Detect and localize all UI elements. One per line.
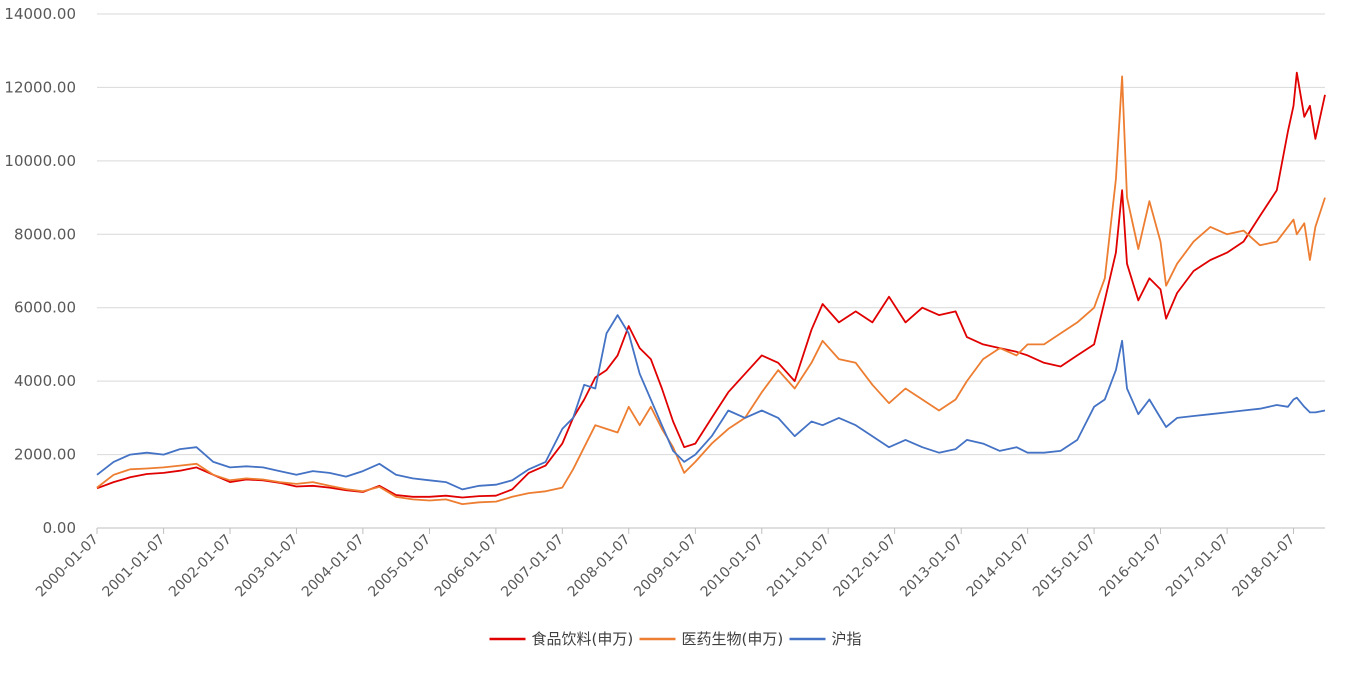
y-axis: 0.00 2000.00 4000.00 6000.00 8000.00 10000.00…	[4, 5, 76, 537]
legend-label: 医药生物(申万)	[682, 630, 784, 648]
x-tick-label: 2008-01-07	[565, 532, 634, 601]
x-tick-label: 2014-01-07	[964, 532, 1033, 601]
x-tick-label: 2011-01-07	[764, 532, 833, 601]
x-tick-label: 2006-01-07	[432, 532, 501, 601]
x-tick-label: 2013-01-07	[897, 532, 966, 601]
y-tick-label: 6000.00	[14, 299, 76, 317]
x-tick-label: 2016-01-07	[1096, 532, 1165, 601]
y-tick-label: 4000.00	[14, 372, 76, 390]
legend: 食品饮料(申万) 医药生物(申万) 沪指	[489, 630, 862, 648]
y-tick-label: 14000.00	[4, 5, 76, 23]
y-tick-label: 0.00	[43, 519, 76, 537]
y-tick-label: 10000.00	[4, 152, 76, 170]
x-tick-label: 2017-01-07	[1163, 532, 1232, 601]
x-tick-label: 2010-01-07	[698, 532, 767, 601]
legend-label: 食品饮料(申万)	[532, 630, 634, 648]
x-axis: 2000-01-072001-01-072002-01-072003-01-07…	[33, 527, 1325, 601]
x-tick-label: 2000-01-07	[33, 532, 102, 601]
x-tick-label: 2002-01-07	[166, 532, 235, 601]
series-line-2	[96, 314, 1326, 491]
gridlines	[97, 13, 1325, 456]
x-tick-label: 2009-01-07	[631, 532, 700, 601]
x-tick-label: 2007-01-07	[498, 532, 567, 601]
legend-label: 沪指	[832, 630, 862, 648]
y-tick-label: 12000.00	[4, 78, 76, 96]
series-line-0	[96, 71, 1326, 499]
y-tick-label: 8000.00	[14, 225, 76, 243]
x-tick-label: 2004-01-07	[299, 532, 368, 601]
x-tick-label: 2012-01-07	[831, 532, 900, 601]
series-line-1	[96, 75, 1326, 505]
x-tick-label: 2001-01-07	[100, 532, 169, 601]
x-tick-label: 2018-01-07	[1229, 532, 1298, 601]
x-tick-label: 2015-01-07	[1030, 532, 1099, 601]
x-tick-label: 2005-01-07	[365, 532, 434, 601]
y-tick-label: 2000.00	[14, 446, 76, 464]
x-tick-label: 2003-01-07	[232, 532, 301, 601]
series-lines	[96, 71, 1326, 505]
